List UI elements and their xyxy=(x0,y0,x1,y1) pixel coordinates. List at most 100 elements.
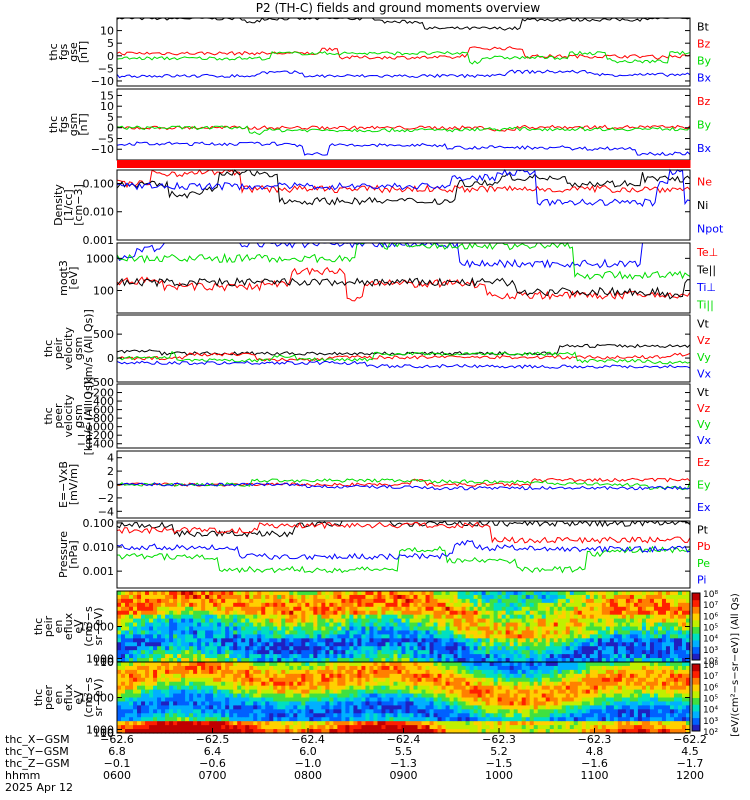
heatmap-cell xyxy=(313,626,318,632)
heatmap-cell xyxy=(213,642,218,647)
heatmap-cell xyxy=(581,658,587,663)
heatmap-cell xyxy=(453,725,459,730)
heatmap-cell xyxy=(189,618,194,624)
heatmap-cell xyxy=(429,610,435,616)
heatmap-cell xyxy=(501,626,507,632)
heatmap-cell xyxy=(473,630,479,635)
heatmap-cell xyxy=(493,650,499,655)
heatmap-cell xyxy=(217,610,222,616)
heatmap-cell xyxy=(193,646,198,651)
heatmap-cell xyxy=(157,721,162,726)
heatmap-cell xyxy=(129,626,134,632)
heatmap-cell xyxy=(421,591,427,596)
heatmap-cell xyxy=(401,709,407,714)
heatmap-cell xyxy=(325,669,330,675)
heatmap-cell xyxy=(541,630,547,635)
heatmap-cell xyxy=(313,721,318,726)
heatmap-cell xyxy=(385,634,391,639)
heatmap-cell xyxy=(145,669,150,675)
heatmap-cell xyxy=(489,642,495,647)
heatmap-cell xyxy=(229,725,234,730)
heatmap-cell xyxy=(225,610,230,616)
heatmap-cell xyxy=(497,725,503,730)
heatmap-cell xyxy=(641,606,647,612)
heatmap-cell xyxy=(557,665,563,671)
heatmap-cell xyxy=(269,602,274,608)
heatmap-cell xyxy=(505,689,511,695)
heatmap-cell xyxy=(197,713,202,718)
heatmap-cell xyxy=(425,665,431,671)
heatmap-cell xyxy=(561,725,567,730)
heatmap-cell xyxy=(489,673,495,679)
heatmap-cell xyxy=(365,646,371,651)
heatmap-cell xyxy=(381,614,387,620)
heatmap-cell xyxy=(365,677,371,683)
heatmap-cell xyxy=(341,721,346,726)
heatmap-cell xyxy=(357,634,363,639)
heatmap-cell xyxy=(633,650,639,655)
heatmap-cell xyxy=(453,650,459,655)
heatmap-cell xyxy=(417,591,423,596)
heatmap-cell xyxy=(493,618,499,624)
heatmap-cell xyxy=(233,709,238,714)
heatmap-cell xyxy=(169,598,174,604)
heatmap-cell xyxy=(501,681,507,687)
heatmap-cell xyxy=(117,598,122,604)
heatmap-cell xyxy=(509,630,515,635)
heatmap-cell xyxy=(561,610,567,616)
heatmap-cell xyxy=(241,665,246,671)
heatmap-cell xyxy=(313,693,318,699)
heatmap-cell xyxy=(249,685,254,691)
y-axis-label: E=−VxB[mV/m] xyxy=(57,461,80,508)
heatmap-cell xyxy=(533,673,539,679)
heatmap-cell xyxy=(453,630,459,635)
heatmap-cell xyxy=(453,594,459,600)
heatmap-cell xyxy=(205,713,210,718)
heatmap-cell xyxy=(637,618,643,624)
heatmap-cell xyxy=(653,638,659,643)
heatmap-cell xyxy=(341,638,346,643)
heatmap-cell xyxy=(381,685,387,691)
heatmap-cell xyxy=(309,705,314,710)
heatmap-cell xyxy=(353,646,359,651)
heatmap-cell xyxy=(141,602,146,608)
heatmap-cell xyxy=(577,665,583,671)
heatmap-cell xyxy=(177,642,182,647)
heatmap-cell xyxy=(185,701,190,706)
heatmap-cell xyxy=(129,610,134,616)
heatmap-cell xyxy=(309,610,314,616)
heatmap-cell xyxy=(513,709,519,714)
heatmap-cell xyxy=(409,725,415,730)
heatmap-cell xyxy=(397,669,403,675)
heatmap-cell xyxy=(261,591,266,596)
heatmap-cell xyxy=(529,673,535,679)
heatmap-cell xyxy=(545,721,551,726)
heatmap-cell xyxy=(573,614,579,620)
heatmap-cell xyxy=(449,689,455,695)
heatmap-cell xyxy=(161,638,166,643)
heatmap-cell xyxy=(397,709,403,714)
heatmap-cell xyxy=(441,614,447,620)
heatmap-cell xyxy=(377,713,383,718)
heatmap-cell xyxy=(597,614,603,620)
heatmap-cell xyxy=(257,717,262,722)
heatmap-cell xyxy=(469,725,475,730)
heatmap-cell xyxy=(137,606,142,612)
y-tick-label: −500 xyxy=(84,376,114,389)
heatmap-cell xyxy=(157,681,162,687)
heatmap-cell xyxy=(173,709,178,714)
heatmap-cell xyxy=(341,610,346,616)
heatmap-cell xyxy=(509,701,515,706)
heatmap-cell xyxy=(533,610,539,616)
heatmap-cell xyxy=(321,681,326,687)
heatmap-cell xyxy=(313,591,318,596)
heatmap-cell xyxy=(665,594,671,600)
heatmap-cell xyxy=(521,618,527,624)
heatmap-cell xyxy=(645,618,651,624)
heatmap-cell xyxy=(493,622,499,628)
heatmap-cell xyxy=(409,673,415,679)
heatmap-cell xyxy=(337,638,342,643)
heatmap-cell xyxy=(477,630,483,635)
heatmap-cell xyxy=(489,729,495,734)
legend-Bz: Bz xyxy=(697,95,711,108)
